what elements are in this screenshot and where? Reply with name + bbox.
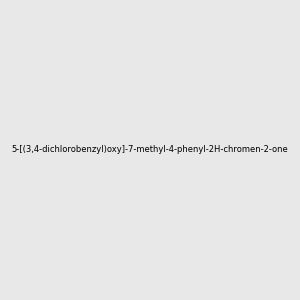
Text: 5-[(3,4-dichlorobenzyl)oxy]-7-methyl-4-phenyl-2H-chromen-2-one: 5-[(3,4-dichlorobenzyl)oxy]-7-methyl-4-p… xyxy=(12,146,288,154)
